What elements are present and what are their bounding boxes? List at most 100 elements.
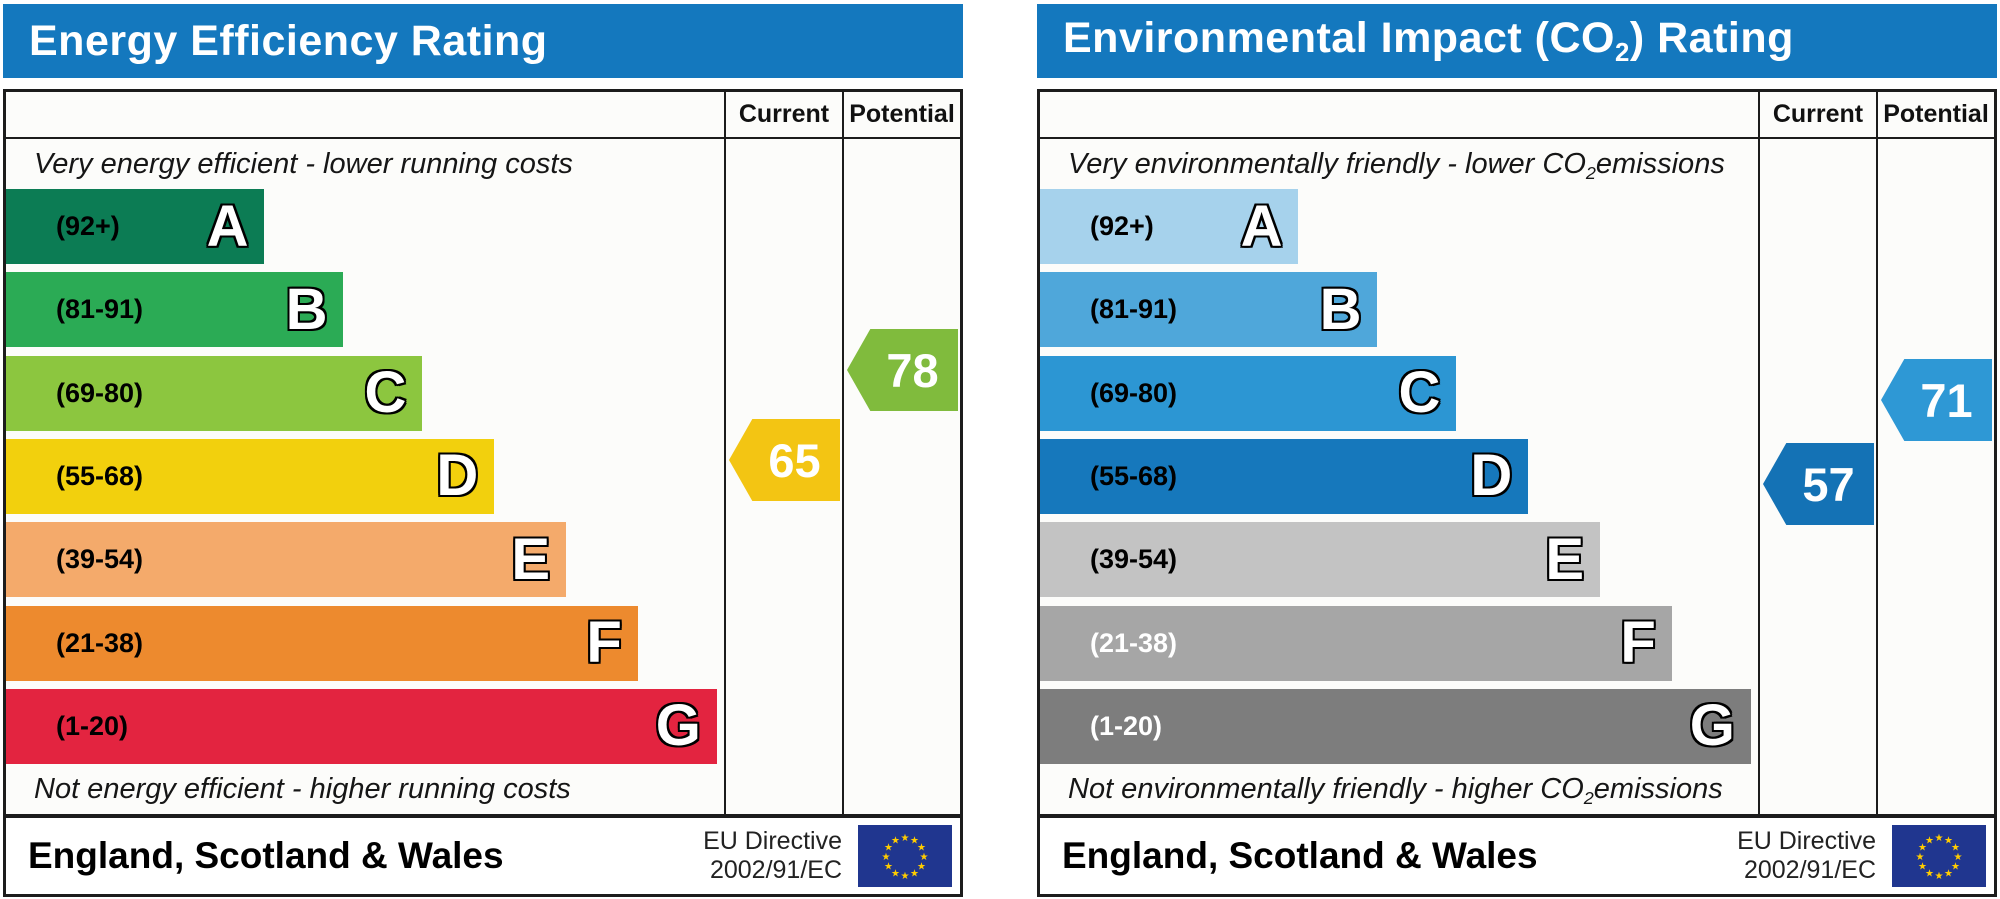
svg-text:★: ★ [882,852,891,863]
band-scale-area: Very energy efficient - lower running co… [6,139,724,814]
svg-text:★: ★ [1951,862,1960,873]
band-bar-c: (69-80) C [1040,355,1457,431]
svg-text:★: ★ [1935,833,1944,844]
band-bar-a: (92+) A [6,189,265,264]
band-bar-f: (21-38) F [6,605,638,681]
current-column-header: Current [724,92,842,137]
rating-bands: (92+) A (81-91) B (69-80) C (55-68) D (39-54… [1040,189,1758,764]
potential-column-header: Potential [1876,92,1994,137]
svg-text:★: ★ [1918,843,1927,854]
band-range-label: (69-80) [56,377,144,408]
band-row-f: (21-38) F [6,605,724,681]
band-letter: F [1619,610,1657,676]
bottom-caption: Not energy efficient - higher running co… [34,772,571,805]
band-row-g: (1-20) G [6,688,724,764]
svg-text:★: ★ [1925,869,1934,880]
environmental-impact-title: Environmental Impact (CO2) Rating [1063,13,1794,68]
band-scale-area: Very environmentally friendly - lower CO… [1040,139,1758,814]
current-rating-value: 65 [768,433,821,487]
environmental-impact-title-bar: Environmental Impact (CO2) Rating [1037,4,1997,78]
region-label: England, Scotland & Wales [1062,835,1538,876]
band-range-label: (69-80) [1090,377,1178,408]
svg-text:★: ★ [1944,869,1953,880]
band-row-e: (39-54) E [6,522,724,598]
band-bar-a: (92+) A [1040,189,1299,264]
svg-text:★: ★ [891,836,900,847]
environmental-impact-table: Current Potential Very environmentally f… [1037,89,1997,897]
eu-flag-icon: ★ ★★ ★★★ ★★★ ★★★ [1892,825,1986,887]
band-letter: G [1689,693,1736,759]
top-caption: Very environmentally friendly - lower CO… [1068,147,1725,184]
top-caption: Very energy efficient - lower running co… [34,147,573,180]
band-bar-e: (39-54) E [1040,522,1601,598]
eu-directive-label: EU Directive 2002/91/EC [703,826,842,885]
band-bar-d: (55-68) D [6,438,495,514]
svg-text:★: ★ [884,843,893,854]
header-spacer [6,92,724,137]
svg-text:★: ★ [1918,862,1927,873]
band-letter: B [1318,276,1362,342]
band-range-label: (81-91) [56,294,144,325]
band-bar-b: (81-91) B [6,272,344,348]
band-letter: A [205,193,249,259]
potential-rating-pointer: 71 [1881,359,1992,441]
chart-footer: England, Scotland & Wales EU Directive 2… [1040,814,1994,894]
svg-text:★: ★ [1916,852,1925,863]
environmental-impact-chart: Environmental Impact (CO2) Rating Curren… [1037,4,1997,897]
band-range-label: (21-38) [1090,627,1178,658]
chart-footer: England, Scotland & Wales EU Directive 2… [6,814,960,894]
band-letter: F [585,610,623,676]
header-spacer [1040,92,1758,137]
band-range-label: (39-54) [1090,544,1178,575]
band-row-b: (81-91) B [1040,272,1758,348]
svg-text:★: ★ [910,869,919,880]
band-letter: D [1469,443,1513,509]
energy-efficiency-title: Energy Efficiency Rating [29,16,548,65]
current-rating-pointer: 57 [1763,443,1874,525]
svg-text:★: ★ [891,869,900,880]
current-column-header: Current [1758,92,1876,137]
band-letter: G [655,693,702,759]
band-range-label: (81-91) [1090,294,1178,325]
band-letter: B [284,276,328,342]
svg-text:★: ★ [1935,871,1944,882]
band-range-label: (21-38) [56,627,144,658]
energy-efficiency-chart: Energy Efficiency Rating Current Potenti… [3,4,963,897]
band-letter: E [510,526,551,592]
eu-directive-label: EU Directive 2002/91/EC [1737,826,1876,885]
band-bar-g: (1-20) G [1040,688,1751,764]
band-bar-d: (55-68) D [1040,438,1529,514]
band-letter: A [1239,193,1283,259]
eu-flag-icon: ★ ★★ ★★★ ★★★ ★★★ [858,825,952,887]
current-rating-value: 57 [1802,457,1855,511]
band-range-label: (39-54) [56,544,144,575]
band-row-c: (69-80) C [6,355,724,431]
band-bar-g: (1-20) G [6,688,717,764]
band-range-label: (92+) [56,211,120,241]
current-column: 65 [724,139,842,814]
svg-text:★: ★ [917,862,926,873]
potential-column: 71 [1876,139,1994,814]
band-bar-e: (39-54) E [6,522,567,598]
svg-text:★: ★ [910,836,919,847]
band-bar-f: (21-38) F [1040,605,1672,681]
band-range-label: (55-68) [56,460,144,491]
bottom-caption: Not environmentally friendly - higher CO… [1068,772,1723,809]
band-bar-c: (69-80) C [6,355,423,431]
potential-rating-value: 78 [886,343,939,397]
potential-column: 78 [842,139,960,814]
chart-body: Very energy efficient - lower running co… [6,139,960,814]
region-label: England, Scotland & Wales [28,835,504,876]
band-row-e: (39-54) E [1040,522,1758,598]
svg-text:★: ★ [920,852,929,863]
potential-rating-value: 71 [1920,373,1973,427]
svg-text:★: ★ [901,871,910,882]
band-range-label: (1-20) [1090,710,1163,741]
energy-efficiency-title-bar: Energy Efficiency Rating [3,4,963,78]
column-header-row: Current Potential [1040,92,1994,139]
chart-body: Very environmentally friendly - lower CO… [1040,139,1994,814]
band-row-f: (21-38) F [1040,605,1758,681]
svg-text:★: ★ [1925,836,1934,847]
column-header-row: Current Potential [6,92,960,139]
potential-column-header: Potential [842,92,960,137]
